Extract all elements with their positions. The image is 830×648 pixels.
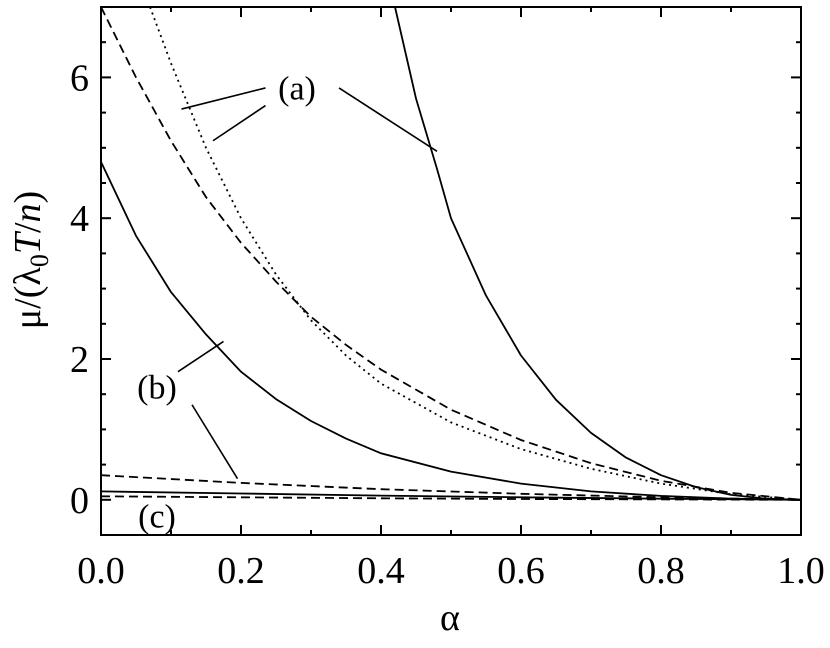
- plot-frame: [100, 6, 802, 536]
- y-axis-label-prefix: μ/(λ: [7, 267, 49, 330]
- y-axis-label: μ/(λ0T/n): [7, 191, 54, 329]
- y-tick-label: 2: [70, 339, 89, 381]
- x-tick-label: 0.6: [497, 550, 545, 592]
- series-line-c-dashed: [100, 495, 802, 501]
- leader-line-3: [177, 340, 224, 373]
- series-line-a-solid: [394, 6, 802, 501]
- annotation-layer: (a) (b) (c): [137, 70, 316, 535]
- leader-line-4: [191, 404, 239, 480]
- series-line-b-dashed: [100, 474, 802, 501]
- x-tick-label: 0.0: [77, 550, 125, 592]
- leader-line-1: [212, 104, 266, 142]
- series-line-c-solid: [100, 490, 802, 501]
- series-line-a-dashed: [100, 6, 802, 501]
- x-tick-label: 0.2: [217, 550, 265, 592]
- annotation-label: (b): [137, 369, 177, 406]
- x-tick-label: 0.8: [637, 550, 685, 592]
- series-line-a-dotted: [149, 6, 802, 501]
- y-tick-label: 6: [70, 57, 89, 99]
- y-tick-label: 0: [70, 480, 89, 522]
- x-tick-label: 1.0: [777, 550, 825, 592]
- y-axis-label-subscript: 0: [25, 254, 54, 267]
- series-layer: [100, 6, 802, 501]
- annotation-label: (a): [278, 70, 316, 107]
- y-tick-label: 4: [70, 198, 89, 240]
- annotation-label: (c): [138, 498, 176, 535]
- leader-line-0: [181, 87, 266, 110]
- y-axis-label-slash: /: [7, 222, 49, 233]
- y-axis-label-n: n: [7, 203, 49, 222]
- leader-line-2: [338, 87, 438, 152]
- y-axis-label-t: T: [7, 230, 49, 254]
- x-axis-label: α: [440, 597, 460, 639]
- leader-layer: [177, 87, 438, 480]
- y-axis-label-suffix: ): [7, 191, 49, 204]
- x-tick-label: 0.4: [357, 550, 405, 592]
- series-line-b-solid: [100, 161, 802, 501]
- axes-layer: 0.0 0.2 0.4 0.6 0.8 1.0 0 2 4 6: [70, 6, 825, 592]
